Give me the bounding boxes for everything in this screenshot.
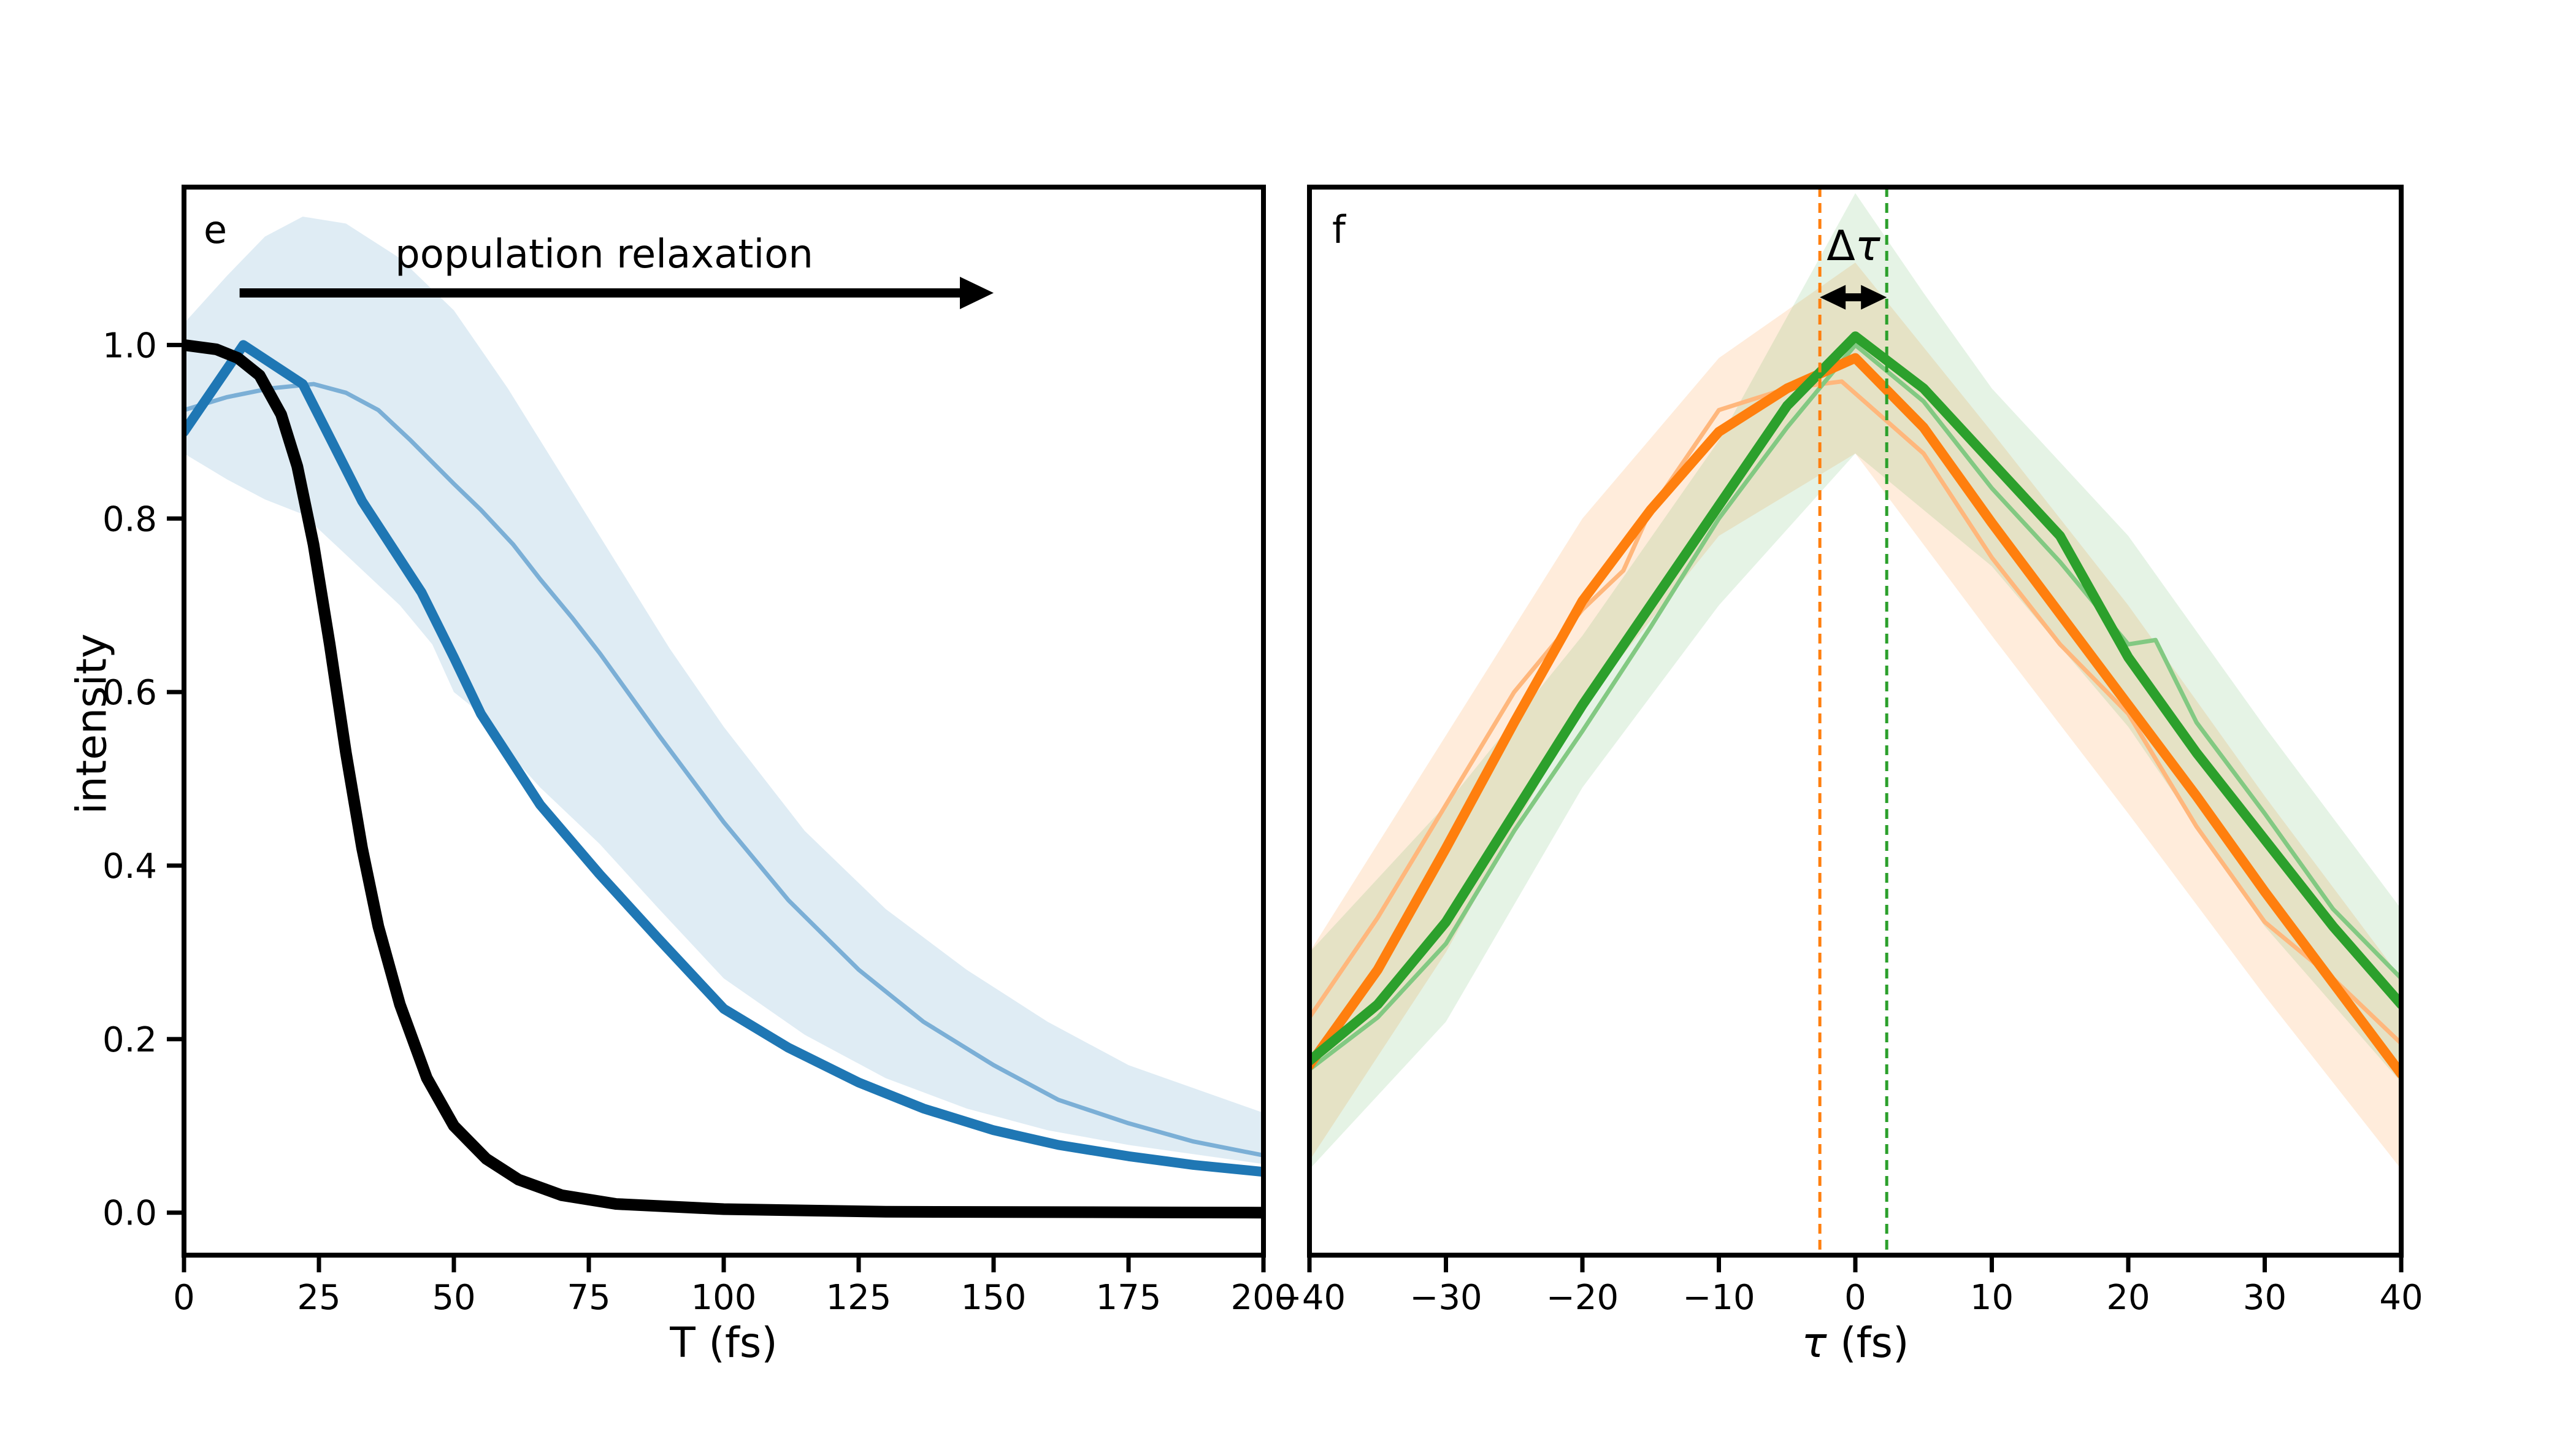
panel-e-letter: e	[204, 207, 228, 252]
tau-symbol: τ	[1801, 1319, 1827, 1367]
population-relaxation-annotation: population relaxation	[395, 232, 813, 277]
x-tick-label: 125	[826, 1278, 892, 1318]
delta-symbol: Δ	[1827, 222, 1855, 271]
mean-trace-blue-thick	[184, 340, 1263, 1177]
y-tick-label: 0.8	[102, 499, 157, 539]
x-tick-label: 25	[297, 1278, 340, 1318]
panel-f-letter: f	[1332, 207, 1346, 252]
single-trace-blue-thin	[184, 382, 1263, 1158]
x-tick-label: 0	[1844, 1278, 1866, 1318]
x-axis-label-tau-fs: τ (fs)	[1802, 1319, 1909, 1367]
x-tick-label: 75	[567, 1278, 610, 1318]
population-relaxation-arrow	[239, 277, 994, 309]
blue-ensemble-spread	[184, 217, 1263, 1164]
fs-unit: (fs)	[1827, 1319, 1909, 1367]
orange-spread	[1309, 263, 2401, 1169]
x-tick-label: 200	[1231, 1278, 1297, 1318]
y-tick-label: 1.0	[102, 326, 157, 366]
x-tick-label: 10	[1970, 1278, 2014, 1318]
y-tick-label: 0.0	[102, 1194, 157, 1234]
reference-pulse-black	[184, 339, 1263, 1219]
x-tick-label: 30	[2243, 1278, 2287, 1318]
delta-tau-arrow	[1820, 285, 1887, 310]
x-axis-label-T-fs: T (fs)	[670, 1319, 778, 1367]
single-trace-green-thin	[1309, 342, 2401, 1072]
panel-f-plot-area	[1309, 187, 2401, 1255]
tau-symbol: τ	[1855, 222, 1880, 271]
x-tick-label: −40	[1273, 1278, 1346, 1318]
panel-e-plot-area	[184, 217, 1263, 1219]
y-tick-label: 0.4	[102, 847, 157, 886]
x-tick-label: −20	[1546, 1278, 1619, 1318]
delta-tau-annotation: Δτ	[1827, 222, 1880, 271]
x-tick-label: 40	[2379, 1278, 2423, 1318]
mean-trace-green-thick	[1309, 331, 2401, 1066]
mean-trace-orange-thick	[1309, 353, 2401, 1079]
x-tick-label: −10	[1682, 1278, 1755, 1318]
x-tick-label: 20	[2106, 1278, 2150, 1318]
x-tick-label: 150	[961, 1278, 1027, 1318]
green-spread	[1309, 193, 2401, 1169]
x-tick-label: 50	[432, 1278, 475, 1318]
y-tick-label: 0.2	[102, 1020, 157, 1060]
x-tick-label: 100	[691, 1278, 757, 1318]
x-tick-label: −30	[1409, 1278, 1482, 1318]
x-tick-label: 0	[173, 1278, 195, 1318]
y-axis-label-intensity: intensity	[67, 633, 117, 815]
x-tick-label: 175	[1096, 1278, 1162, 1318]
y-tick-label: 0.6	[102, 673, 157, 713]
